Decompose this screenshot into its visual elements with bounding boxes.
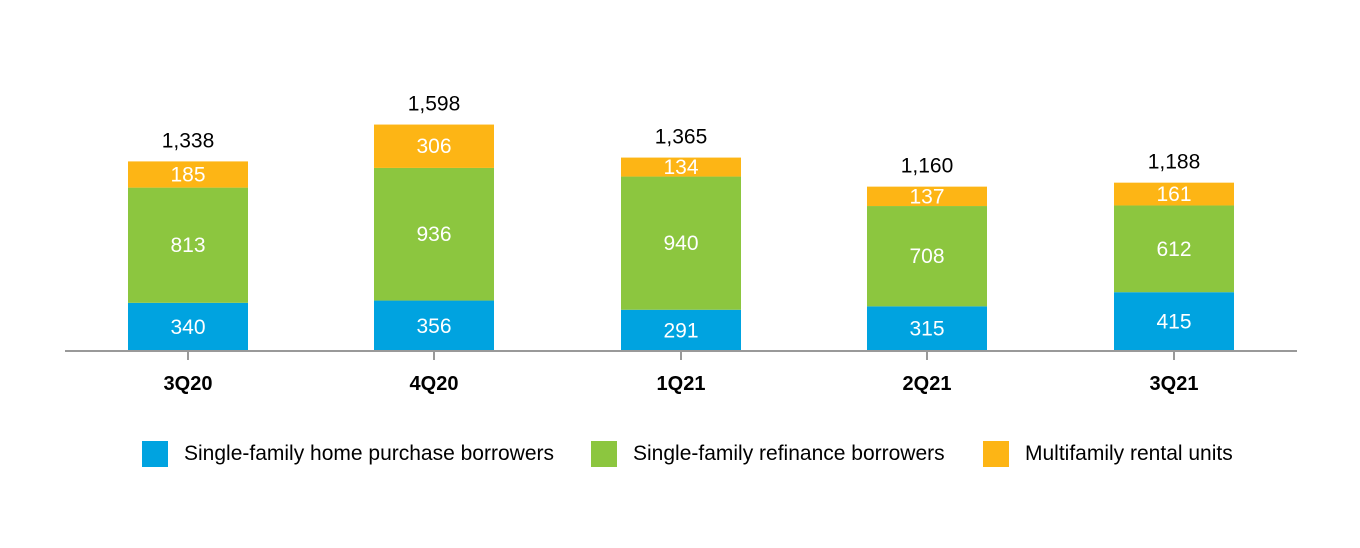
data-label-home-purchase: 315	[909, 318, 944, 341]
data-label-home-purchase: 291	[663, 319, 698, 342]
data-label-home-purchase: 340	[170, 316, 205, 339]
legend-label-refinance: Single-family refinance borrowers	[633, 442, 945, 465]
bar-segment-home-purchase	[374, 300, 494, 351]
bar-segment-home-purchase	[867, 306, 987, 351]
bar-segment-multifamily	[621, 157, 741, 177]
data-label-refinance: 813	[170, 234, 205, 257]
bar-segment-home-purchase	[1114, 292, 1234, 351]
data-label-multifamily: 161	[1156, 183, 1191, 206]
bar-segment-refinance	[621, 176, 741, 310]
data-label-refinance: 612	[1156, 238, 1191, 261]
x-axis-tick-label: 4Q20	[410, 373, 459, 395]
bar-segment-home-purchase	[621, 309, 741, 351]
bar-segment-multifamily	[1114, 182, 1234, 206]
total-label: 1,160	[901, 155, 954, 178]
legend-swatch-home-purchase	[142, 441, 168, 467]
legend-item-multifamily: Multifamily rental units	[983, 438, 1233, 470]
legend-item-home-purchase: Single-family home purchase borrowers	[142, 438, 554, 470]
data-label-multifamily: 306	[416, 135, 451, 158]
bars-layer: 340 813 185 1,338 356 936 306 1,598 291 940 134 1,3…	[128, 93, 1234, 351]
legend-swatch-multifamily	[983, 441, 1009, 467]
bar-segment-multifamily	[374, 124, 494, 168]
data-label-refinance: 936	[416, 223, 451, 246]
data-label-home-purchase: 415	[1156, 311, 1191, 334]
x-axis-ticks: 3Q20 4Q20 1Q21 2Q21 3Q21	[164, 351, 1199, 395]
bar-segment-refinance	[374, 167, 494, 301]
x-axis-tick-label: 2Q21	[903, 373, 952, 395]
data-label-refinance: 940	[663, 232, 698, 255]
bar-segment-multifamily	[128, 161, 248, 188]
total-label: 1,338	[162, 129, 215, 152]
x-axis-tick-label: 1Q21	[657, 373, 706, 395]
total-label: 1,598	[408, 93, 461, 116]
data-label-multifamily: 134	[663, 156, 698, 179]
x-axis-tick-label: 3Q20	[164, 373, 213, 395]
total-label: 1,188	[1148, 151, 1201, 174]
total-label: 1,365	[655, 126, 708, 149]
legend-swatch-refinance	[591, 441, 617, 467]
data-label-multifamily: 185	[170, 164, 205, 187]
bar-segment-refinance	[128, 187, 248, 303]
legend-label-home-purchase: Single-family home purchase borrowers	[184, 442, 554, 465]
data-label-refinance: 708	[909, 245, 944, 268]
legend-label-multifamily: Multifamily rental units	[1025, 442, 1233, 465]
data-label-multifamily: 137	[909, 185, 944, 208]
bar-segment-multifamily	[867, 186, 987, 207]
legend: Single-family home purchase borrowers Si…	[0, 438, 1360, 470]
data-label-home-purchase: 356	[416, 315, 451, 338]
x-axis-tick-label: 3Q21	[1150, 373, 1199, 395]
legend-item-refinance: Single-family refinance borrowers	[591, 438, 945, 470]
bar-segment-refinance	[1114, 205, 1234, 293]
bar-segment-refinance	[867, 206, 987, 307]
bar-segment-home-purchase	[128, 302, 248, 351]
